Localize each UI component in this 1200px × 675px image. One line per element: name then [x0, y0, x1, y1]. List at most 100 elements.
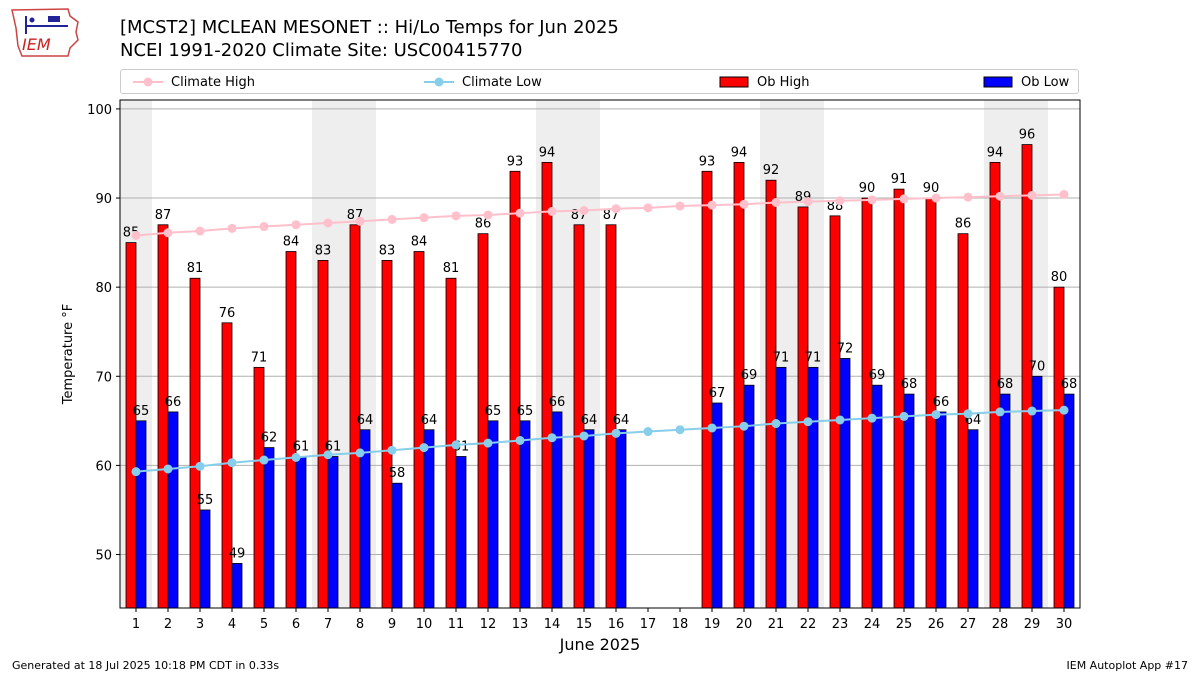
- ob-high-bar: [1021, 144, 1033, 609]
- iem-logo: IEM: [8, 6, 82, 60]
- legend: Climate High Climate Low Ob High Ob Low: [120, 69, 1079, 94]
- climate-low-line: [135, 409, 1065, 473]
- climate-high-point: [579, 206, 589, 216]
- ob-low-bar: [903, 393, 915, 609]
- ob-low-label: 72: [837, 341, 854, 356]
- ob-low-label: 65: [485, 404, 502, 419]
- ob-high-label: 84: [283, 235, 300, 250]
- ob-low-swatch: [983, 76, 1013, 88]
- x-tick-label: 2: [164, 617, 172, 632]
- x-tick-label: 3: [196, 617, 204, 632]
- ob-low-bar: [935, 411, 947, 609]
- x-tick-label: 15: [576, 617, 593, 632]
- ob-low-bar: [999, 393, 1011, 609]
- ob-low-bar: [967, 429, 979, 609]
- legend-climate-high: Climate High: [133, 73, 255, 91]
- y-tick-label: 60: [95, 459, 112, 474]
- climate-high-swatch: [133, 77, 163, 87]
- x-tick-label: 20: [736, 617, 753, 632]
- climate-high-point: [259, 222, 269, 232]
- ob-low-label: 67: [709, 386, 726, 401]
- climate-low-point: [611, 428, 621, 438]
- ob-high-label: 76: [219, 306, 236, 321]
- climate-high-point: [963, 192, 973, 202]
- climate-high-point: [291, 220, 301, 230]
- climate-low-point: [131, 467, 141, 477]
- x-tick-label: 4: [228, 617, 236, 632]
- ob-low-label: 66: [549, 395, 566, 410]
- climate-low-point: [579, 431, 589, 441]
- climate-high-point: [195, 226, 205, 236]
- ob-low-bar: [199, 509, 211, 609]
- ob-low-bar: [295, 456, 307, 609]
- x-tick-label: 24: [864, 617, 881, 632]
- logo-text: IEM: [22, 35, 51, 54]
- ob-high-label: 90: [859, 181, 876, 196]
- ob-high-bar: [189, 277, 201, 609]
- x-tick-label: 26: [928, 617, 945, 632]
- ob-low-label: 69: [869, 368, 886, 383]
- climate-high-point: [419, 213, 429, 223]
- climate-low-swatch: [424, 77, 454, 87]
- legend-climate-high-label: Climate High: [171, 74, 256, 90]
- ob-high-label: 93: [699, 154, 716, 169]
- generated-note: Generated at 18 Jul 2025 10:18 PM CDT in…: [12, 659, 280, 672]
- climate-high-point: [1027, 190, 1037, 200]
- ob-high-label: 87: [155, 208, 172, 223]
- climate-low-point: [643, 427, 653, 437]
- ob-high-label: 92: [763, 163, 780, 178]
- climate-low-point: [547, 433, 557, 443]
- ob-low-bar: [519, 420, 531, 609]
- climate-high-point: [547, 206, 557, 216]
- climate-high-point: [643, 203, 653, 213]
- ob-high-bar: [285, 251, 297, 609]
- x-tick-label: 14: [544, 617, 561, 632]
- ob-low-bar: [743, 384, 755, 609]
- ob-low-label: 66: [933, 395, 950, 410]
- y-axis-label: Temperature °F: [61, 304, 76, 405]
- ob-low-label: 66: [165, 395, 182, 410]
- climate-low-point: [995, 407, 1005, 417]
- ob-low-label: 71: [805, 350, 822, 365]
- climate-low-point: [963, 409, 973, 419]
- ob-high-label: 86: [955, 217, 972, 232]
- climate-high-point: [739, 199, 749, 209]
- x-tick-label: 30: [1056, 617, 1073, 632]
- ob-low-label: 61: [293, 439, 310, 454]
- x-tick-label: 13: [512, 617, 529, 632]
- x-tick-label: 11: [448, 617, 465, 632]
- x-tick-label: 1: [132, 617, 140, 632]
- ob-high-bar: [157, 224, 169, 609]
- x-tick-label: 9: [388, 617, 396, 632]
- x-tick-label: 23: [832, 617, 849, 632]
- ob-low-label: 62: [261, 431, 278, 446]
- ob-high-label: 94: [987, 145, 1004, 160]
- climate-low-point: [835, 415, 845, 425]
- x-tick-label: 7: [324, 617, 332, 632]
- ob-low-bar: [807, 366, 819, 609]
- ob-high-bar: [861, 197, 873, 609]
- ob-high-bar: [413, 251, 425, 609]
- ob-high-label: 80: [1051, 270, 1068, 285]
- x-tick-label: 21: [768, 617, 785, 632]
- x-tick-label: 17: [640, 617, 657, 632]
- ob-low-bar: [391, 482, 403, 609]
- ob-high-label: 71: [251, 350, 268, 365]
- ob-low-bar: [711, 402, 723, 609]
- ob-low-bar: [167, 411, 179, 609]
- climate-high-point: [803, 197, 813, 207]
- climate-low-point: [899, 411, 909, 421]
- climate-high-point: [611, 204, 621, 214]
- ob-high-label: 83: [315, 243, 332, 258]
- ob-low-label: 64: [581, 413, 598, 428]
- climate-high-point: [899, 194, 909, 204]
- x-tick-label: 18: [672, 617, 689, 632]
- ob-low-label: 68: [997, 377, 1014, 392]
- climate-high-point: [323, 218, 333, 228]
- climate-low-point: [867, 413, 877, 423]
- app-note: IEM Autoplot App #17: [1066, 659, 1189, 672]
- ob-low-bar: [487, 420, 499, 609]
- ob-low-bar: [1063, 393, 1075, 609]
- ob-high-label: 86: [475, 217, 492, 232]
- climate-high-point: [355, 216, 365, 226]
